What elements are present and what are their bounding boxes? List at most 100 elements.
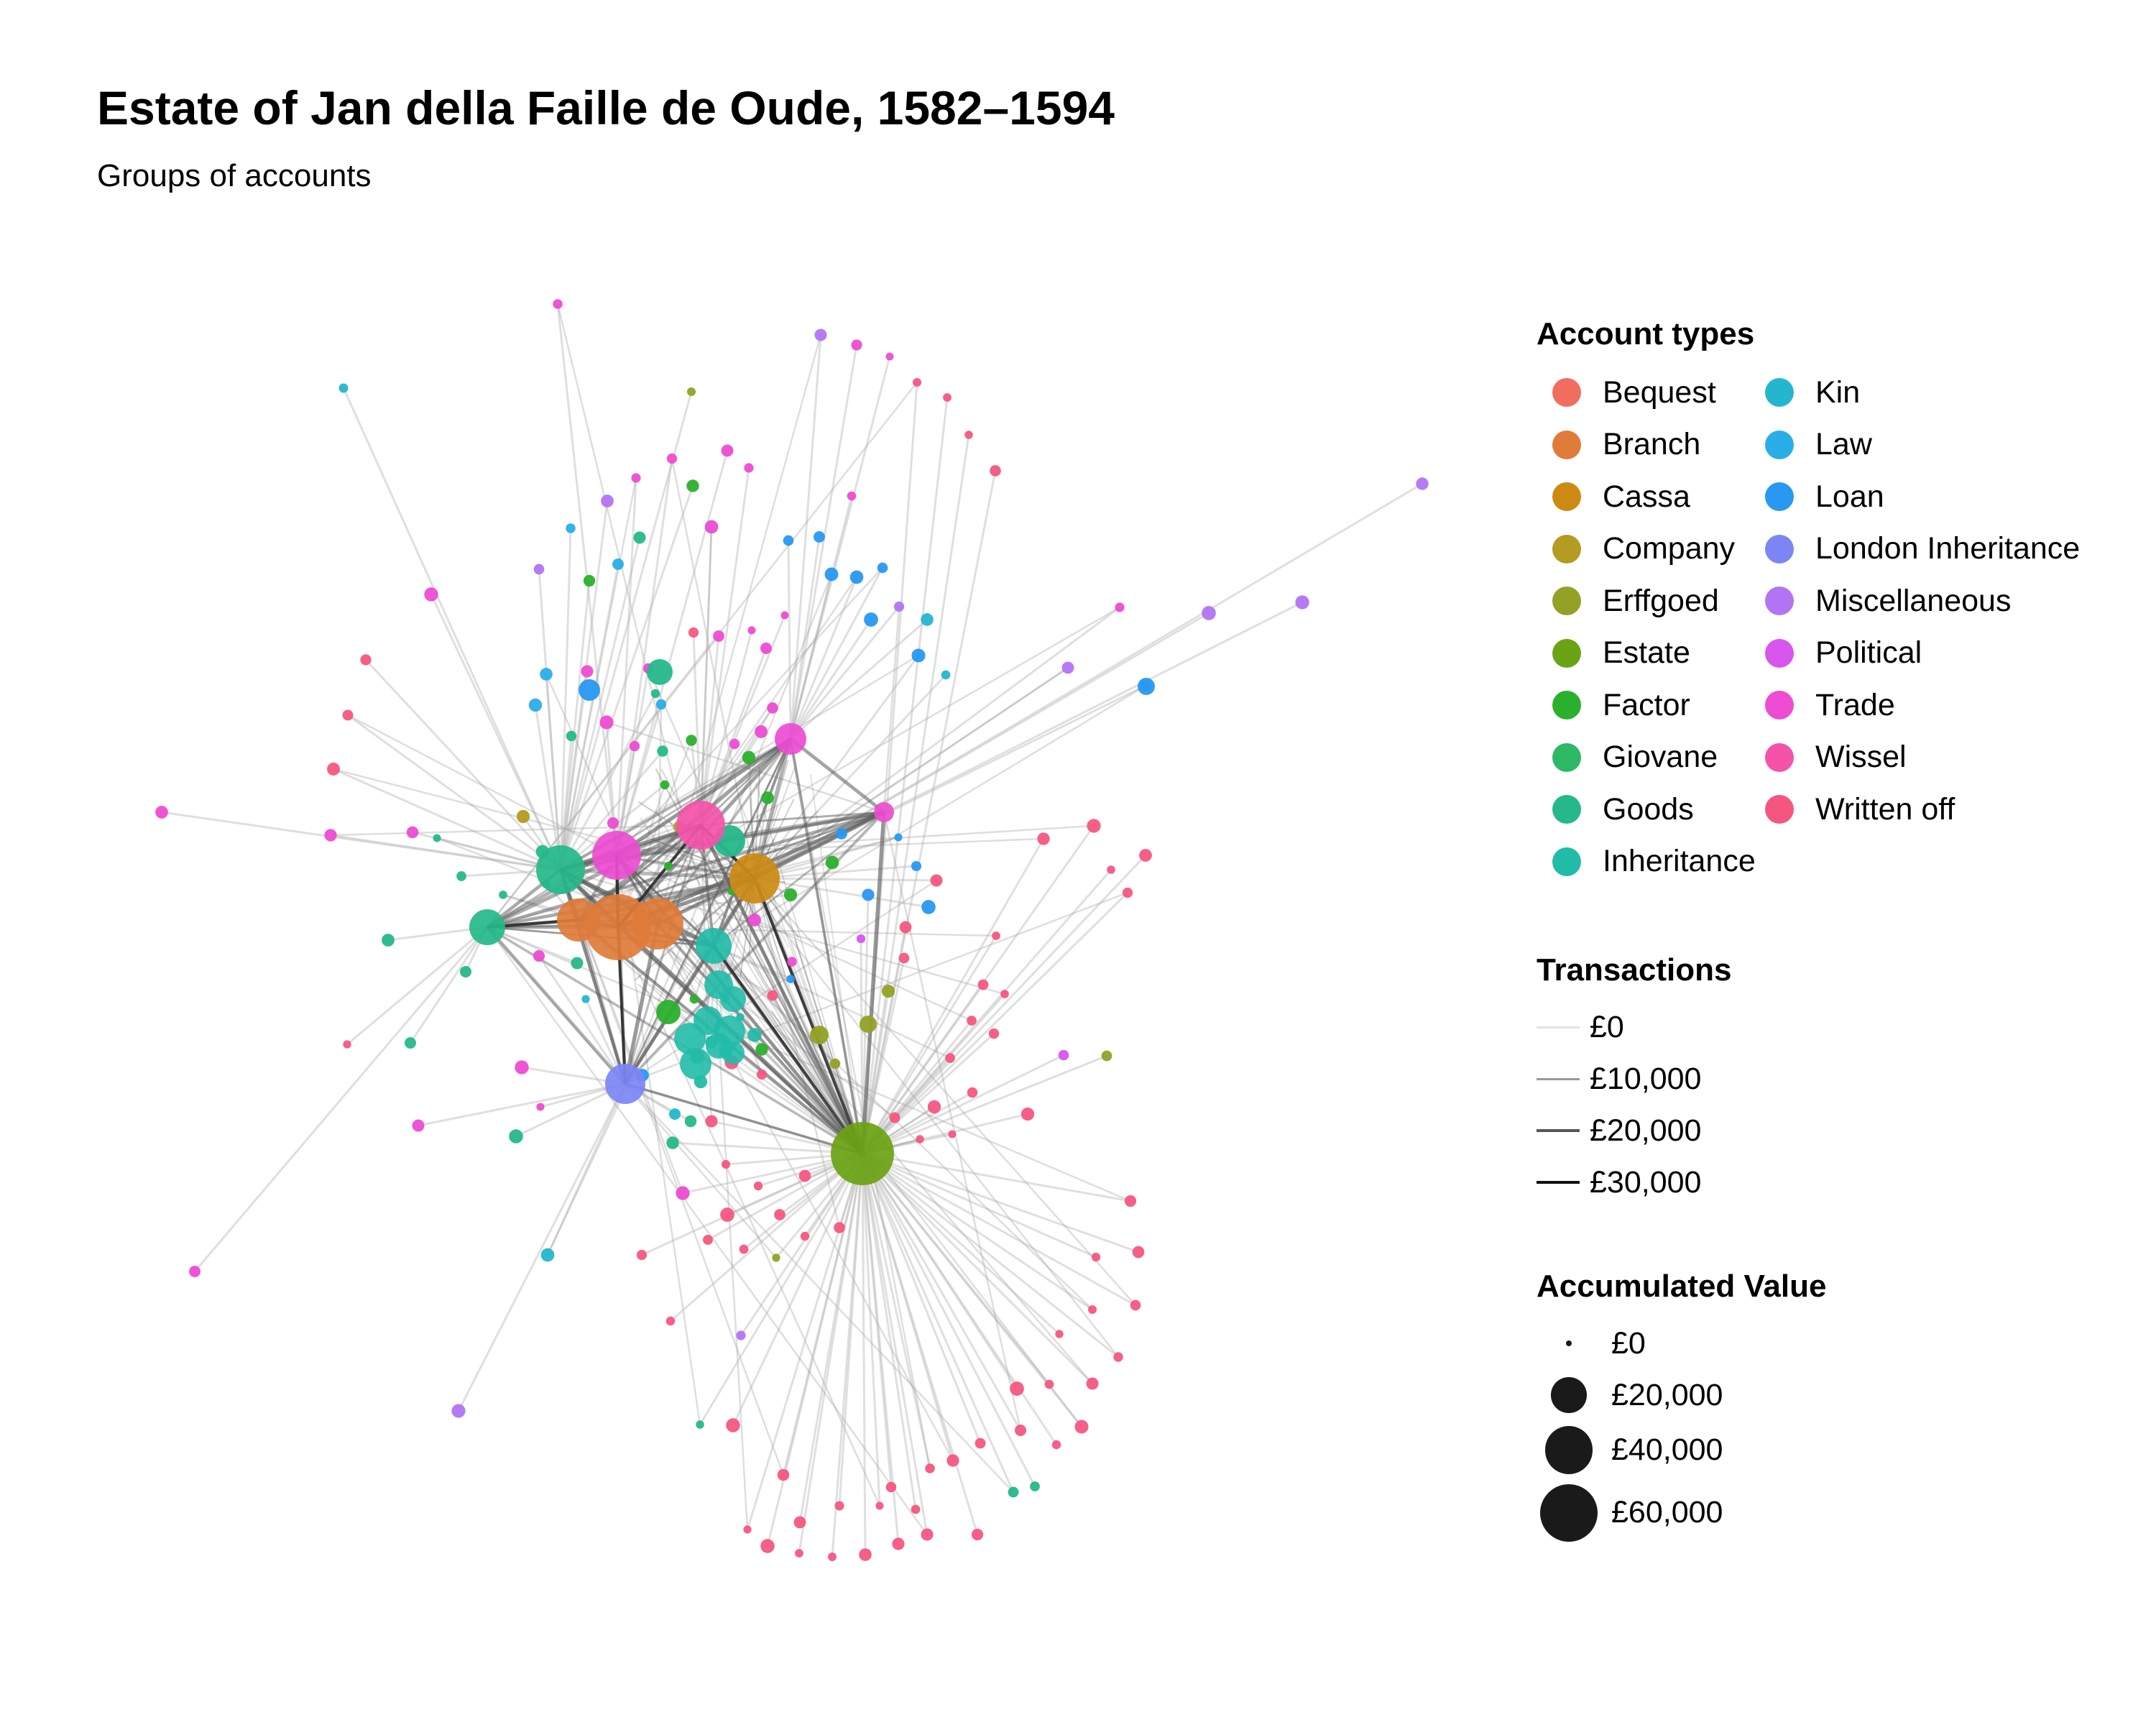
legend-label: Company	[1603, 531, 1736, 566]
account-node	[528, 698, 543, 712]
transaction-edge	[655, 885, 863, 1154]
transaction-edge	[559, 528, 572, 870]
account-node	[1416, 477, 1429, 490]
transaction-edge	[640, 817, 863, 1154]
account-types-heading: Account types	[1537, 316, 1755, 351]
legend-swatch	[1765, 638, 1794, 668]
legend-label: Loan	[1815, 479, 1884, 514]
transactions-line	[1537, 1026, 1580, 1029]
transaction-edge	[161, 811, 561, 871]
accumulated-value-heading: Accumulated Value	[1537, 1269, 1827, 1304]
transaction-edge	[713, 945, 1093, 1384]
transaction-edge	[789, 738, 931, 1469]
legend-swatch	[1765, 795, 1794, 824]
transaction-edge	[699, 635, 720, 826]
legend-swatch	[1552, 586, 1581, 615]
transaction-edge	[861, 984, 985, 1154]
account-node	[736, 1330, 746, 1340]
transaction-edge	[717, 860, 863, 1154]
transaction-edge	[861, 869, 1112, 1154]
account-node	[729, 738, 740, 750]
account-node	[767, 990, 778, 1001]
legend-label: Political	[1815, 635, 1922, 670]
account-node	[704, 520, 719, 534]
transaction-edge	[615, 704, 663, 856]
account-node	[343, 1040, 351, 1049]
account-node	[583, 574, 596, 587]
transaction-edge	[728, 859, 863, 1154]
transaction-edge	[559, 671, 589, 870]
transaction-edge	[672, 1141, 863, 1155]
transaction-edge	[789, 939, 863, 1154]
transaction-edge	[718, 1023, 863, 1154]
hub-node-branch3	[557, 898, 600, 942]
account-node	[859, 1548, 872, 1561]
account-node	[898, 952, 910, 964]
transaction-edge	[861, 1153, 900, 1545]
account-node	[412, 1119, 425, 1132]
legend-item-london-inheritance: London Inheritance	[1749, 523, 2080, 575]
transaction-edge	[861, 1153, 917, 1510]
account-node	[783, 888, 798, 902]
transaction-edge	[635, 878, 755, 981]
account-node	[941, 670, 951, 680]
account-node	[499, 891, 507, 899]
account-node	[689, 994, 699, 1004]
legend-label: Erffgoed	[1603, 583, 1719, 618]
legend-item-branch: Branch	[1537, 419, 1700, 471]
transaction-edge	[861, 1153, 1022, 1431]
accumulated-value-list: £0 £20,000 £40,000 £60,000	[1537, 1317, 1826, 1547]
transaction-edge	[763, 965, 863, 1154]
transactions-label: £30,000	[1590, 1164, 1702, 1200]
transaction-edge	[545, 673, 562, 870]
transaction-edge	[616, 567, 883, 856]
legend-swatch	[1552, 742, 1581, 772]
account-node	[696, 1420, 704, 1429]
hub-node-trade1	[592, 831, 641, 880]
transaction-edge	[641, 1152, 863, 1256]
network-edges	[161, 303, 1423, 1558]
legend-label: Inheritance	[1603, 844, 1756, 878]
transaction-edge	[861, 1153, 867, 1555]
account-node	[814, 328, 827, 341]
transaction-edge	[650, 983, 863, 1154]
transaction-edge	[670, 1152, 863, 1322]
transaction-edge	[560, 868, 1005, 995]
account-node	[686, 479, 699, 492]
transaction-edge	[794, 939, 863, 1154]
transaction-edge	[861, 1153, 954, 1461]
transaction-edge	[692, 632, 702, 826]
account-node	[433, 834, 441, 842]
hub-node-branch	[585, 894, 651, 960]
legend-swatch	[1552, 691, 1581, 719]
legend-label: Factor	[1603, 687, 1690, 722]
legend-swatch	[1765, 378, 1794, 407]
transaction-edge	[712, 738, 792, 947]
account-node	[881, 984, 895, 998]
account-node	[669, 1108, 681, 1120]
transaction-edge	[862, 1152, 1139, 1254]
legend-label: Law	[1815, 427, 1872, 461]
account-node	[713, 630, 724, 642]
hub-node-wissel	[676, 801, 725, 850]
account-node	[360, 654, 372, 666]
accumulated-value-label: £20,000	[1611, 1377, 1723, 1412]
legend-item-trade: Trade	[1749, 679, 1895, 731]
account-node	[743, 1525, 752, 1534]
account-node	[459, 965, 472, 978]
transaction-edge	[656, 704, 663, 924]
transaction-edge	[861, 470, 997, 1154]
transaction-edge	[713, 684, 1146, 947]
transaction-edge	[699, 824, 713, 1122]
account-node	[911, 648, 926, 663]
account-node	[793, 1516, 806, 1529]
account-node	[722, 1041, 745, 1064]
transaction-edge	[733, 978, 863, 1154]
account-node	[849, 570, 864, 584]
account-node	[656, 1000, 681, 1024]
account-node	[703, 1235, 713, 1245]
account-node	[856, 934, 866, 944]
transaction-edge	[789, 738, 864, 1154]
legend-item-cassa: Cassa	[1537, 471, 1690, 523]
